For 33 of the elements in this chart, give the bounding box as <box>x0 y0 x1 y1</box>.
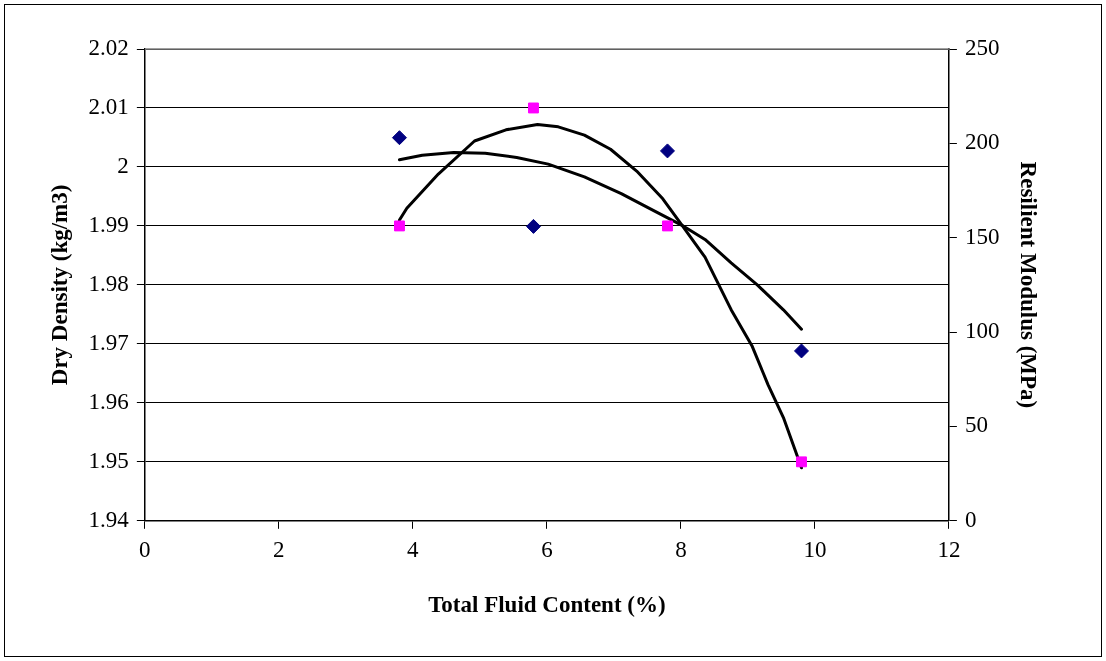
x-axis-title: Total Fluid Content (%) <box>428 592 666 618</box>
point <box>391 130 407 146</box>
point <box>525 218 541 234</box>
y2-tick-label: 150 <box>964 223 1000 249</box>
y-tick-label: 1.94 <box>88 506 130 532</box>
y2-tick-label: 200 <box>964 129 1000 155</box>
y-tick-label: 1.96 <box>88 388 129 414</box>
y2-tick-label: 0 <box>964 506 977 532</box>
x-tick-label: 2 <box>273 536 285 562</box>
x-tick-label: 4 <box>407 536 420 562</box>
y-tick-label: 1.98 <box>88 270 129 296</box>
y2-tick-label: 100 <box>964 318 1000 344</box>
x-tick-label: 12 <box>937 536 961 562</box>
point <box>659 143 675 159</box>
y-tick-label: 2.01 <box>88 94 129 120</box>
y2-tick-label: 250 <box>964 35 1000 61</box>
x-tick-label: 0 <box>139 536 151 562</box>
y2-axis-title: Resilient Modulus (MPa) <box>1016 161 1042 409</box>
point <box>662 220 673 232</box>
point <box>796 456 807 468</box>
point <box>528 102 539 114</box>
y-tick-label: 2 <box>117 153 129 178</box>
y-tick-label: 2.02 <box>88 35 129 61</box>
y2-tick-label: 50 <box>964 412 988 438</box>
point <box>793 343 809 359</box>
y-axis-title: Dry Density (kg/m3) <box>46 184 72 386</box>
x-tick-label: 10 <box>803 536 827 562</box>
x-tick-label: 6 <box>541 536 553 562</box>
y-tick-label: 1.97 <box>88 329 129 355</box>
y-tick-label: 1.95 <box>88 447 129 473</box>
y-tick-label: 1.99 <box>88 211 129 237</box>
x-tick-label: 8 <box>675 536 687 562</box>
point <box>394 220 405 232</box>
